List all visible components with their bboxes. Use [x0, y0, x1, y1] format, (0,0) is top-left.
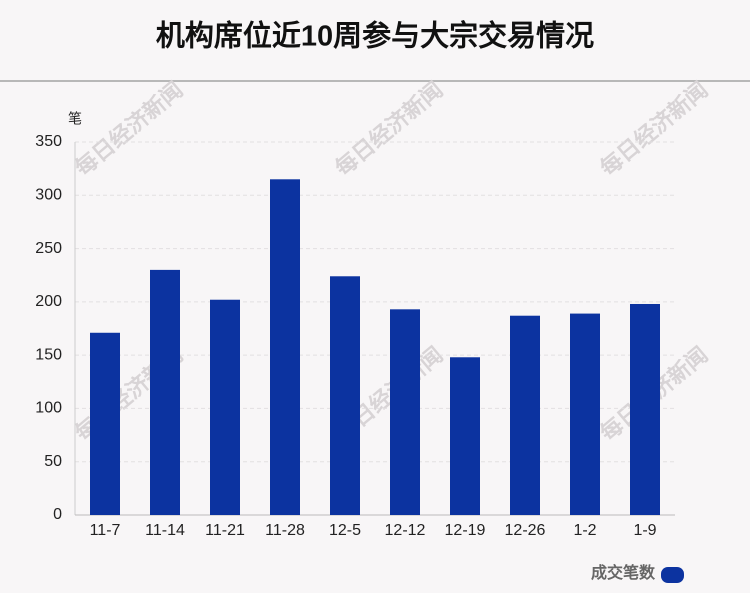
- y-unit: 笔: [68, 111, 82, 127]
- bar: [570, 313, 600, 515]
- y-tick-label: 0: [53, 506, 62, 523]
- bar: [270, 179, 300, 516]
- x-tick-label: 12-19: [445, 522, 486, 539]
- bar: [90, 332, 120, 515]
- x-tick-label: 12-26: [505, 522, 546, 539]
- x-tick-label: 11-21: [205, 522, 245, 539]
- x-tick-label: 11-28: [265, 522, 305, 539]
- bar: [450, 357, 480, 515]
- y-tick-label: 250: [35, 240, 62, 257]
- bar: [510, 315, 540, 515]
- legend-swatch: [661, 567, 684, 583]
- y-tick-label: 100: [35, 400, 62, 417]
- x-tick-label: 1-9: [633, 522, 656, 539]
- y-tick-label: 350: [35, 133, 62, 150]
- chart-title: 机构席位近10周参与大宗交易情况: [156, 19, 594, 53]
- x-tick-label: 12-12: [385, 522, 426, 539]
- legend-label: 成交笔数: [591, 563, 656, 582]
- bar: [330, 276, 360, 515]
- bar: [630, 303, 660, 515]
- x-tick-label: 1-2: [573, 522, 596, 539]
- bar: [150, 269, 180, 515]
- y-tick-label: 300: [35, 187, 62, 204]
- y-tick-label: 50: [44, 453, 62, 470]
- y-tick-label: 150: [35, 346, 62, 363]
- bar: [390, 309, 420, 515]
- bar: [210, 299, 240, 515]
- y-tick-label: 200: [35, 293, 62, 310]
- x-tick-label: 12-5: [329, 522, 361, 539]
- x-tick-label: 11-7: [90, 522, 121, 539]
- x-tick-label: 11-14: [145, 522, 185, 539]
